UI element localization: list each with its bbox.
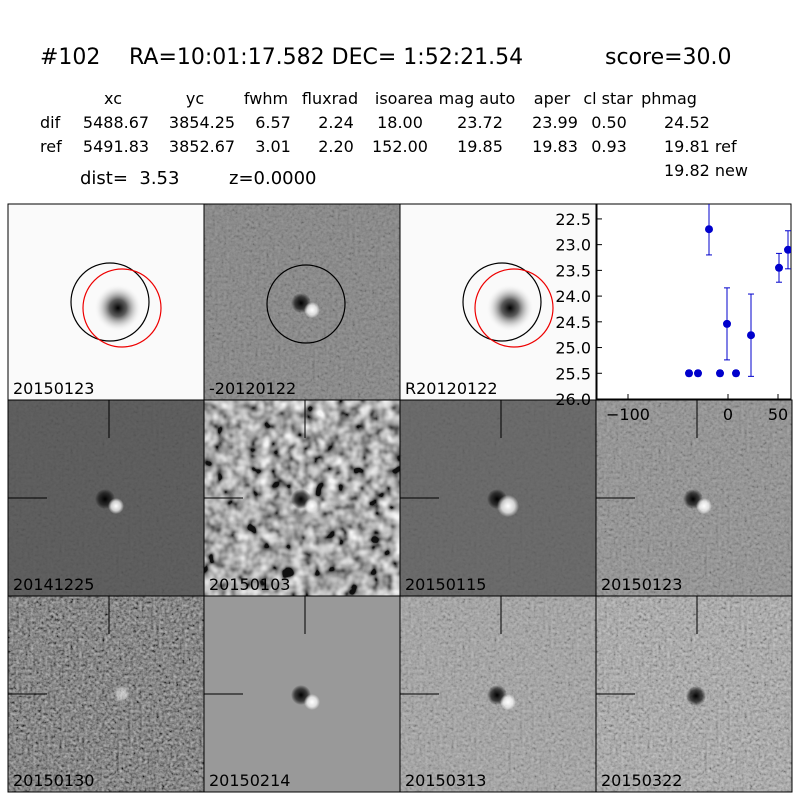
table-cell: 2.24 xyxy=(318,113,354,132)
coordinates: RA=10:01:17.582 DEC= 1:52:21.54 xyxy=(129,45,523,70)
panel-label: 20150115 xyxy=(405,575,486,594)
y-tick-label: 23.0 xyxy=(555,236,591,255)
y-tick-label: 22.5 xyxy=(555,210,591,229)
table-cell: 2.20 xyxy=(318,137,354,156)
y-tick-label: 24.5 xyxy=(555,313,591,332)
table-cell: 5491.83 xyxy=(83,137,149,156)
source-positive xyxy=(108,498,124,514)
panel-label: 20150130 xyxy=(13,771,94,790)
aperture xyxy=(474,268,554,348)
column-header: fwhm xyxy=(244,89,288,108)
image-panel: 20150322 xyxy=(595,595,793,793)
row-label: dif xyxy=(40,113,61,132)
source-positive xyxy=(696,498,712,514)
column-header: xc xyxy=(104,89,122,108)
image-panel: 20150214 xyxy=(203,595,401,793)
column-header: aper xyxy=(534,89,571,108)
column-header: cl star xyxy=(583,89,633,108)
x-tick-label: −100 xyxy=(606,405,650,424)
table-cell: 3854.25 xyxy=(169,113,235,132)
y-tick-label: 23.5 xyxy=(555,261,591,280)
panel-label: 20150103 xyxy=(209,575,290,594)
table-cell: 19.85 xyxy=(457,137,503,156)
panel-label: -20120122 xyxy=(209,379,296,398)
y-tick-label: 25.0 xyxy=(555,339,591,358)
image-panel: 20150123 xyxy=(595,399,793,597)
row-label: ref xyxy=(40,137,62,156)
table-cell: 19.83 xyxy=(532,137,578,156)
source-positive xyxy=(304,498,320,514)
image-panel: 20150123 xyxy=(7,203,205,401)
y-tick-label: 24.0 xyxy=(555,287,591,306)
aperture xyxy=(82,268,162,348)
phmag-new: 19.82 new xyxy=(664,161,748,180)
source xyxy=(114,686,130,702)
point xyxy=(775,263,783,272)
image-panel: 20150130 xyxy=(7,595,205,793)
panel-label: 20150123 xyxy=(601,575,682,594)
panel-label: 20150123 xyxy=(13,379,94,398)
source-positive xyxy=(304,694,320,710)
point xyxy=(747,331,755,340)
image-panel: 20150115 xyxy=(399,399,597,597)
point xyxy=(784,245,791,254)
source xyxy=(94,284,142,332)
table-cell: 5488.67 xyxy=(83,113,149,132)
panel-label: 20141225 xyxy=(13,575,94,594)
point xyxy=(716,369,724,378)
panel-border xyxy=(595,595,793,793)
table-cell: 3.01 xyxy=(255,137,291,156)
image-panel: -20120122 xyxy=(203,203,401,401)
panel-label: 20150313 xyxy=(405,771,486,790)
x-tick-label: 50 xyxy=(768,405,788,424)
table-cell: 152.00 xyxy=(372,137,428,156)
image-panel: R20120122 xyxy=(399,203,597,401)
panel-label: 20150322 xyxy=(601,771,682,790)
panel-label: R20120122 xyxy=(405,379,498,398)
point xyxy=(705,225,713,234)
point xyxy=(723,319,731,328)
point xyxy=(694,369,702,378)
table-cell: 23.72 xyxy=(457,113,503,132)
source xyxy=(686,686,706,706)
point xyxy=(685,369,693,378)
column-header: phmag xyxy=(641,89,697,108)
plot-area xyxy=(596,203,792,400)
aperture xyxy=(462,262,542,342)
column-header: fluxrad xyxy=(302,89,358,108)
column-header: isoarea xyxy=(375,89,433,108)
table-cell: 0.93 xyxy=(591,137,627,156)
source-positive xyxy=(497,495,519,517)
image-panel: 20150313 xyxy=(399,595,597,793)
aperture xyxy=(266,264,346,344)
aperture xyxy=(70,262,150,342)
table-cell: 23.99 xyxy=(532,113,578,132)
data-points xyxy=(685,204,791,378)
image-panel: 20141225 xyxy=(7,399,205,597)
light-curve: 22.5 23.0 23.5 24.0 24.5 25.0 25.5 26.0 −100 0 50 xyxy=(555,203,792,424)
table-cell: 19.81 ref xyxy=(664,137,737,156)
table-cell: 6.57 xyxy=(255,113,291,132)
table-cell: 3852.67 xyxy=(169,137,235,156)
source-positive xyxy=(500,694,516,710)
score: score=30.0 xyxy=(605,45,732,70)
point xyxy=(732,369,740,378)
table-cell: 0.50 xyxy=(591,113,627,132)
panel-label: 20150214 xyxy=(209,771,290,790)
panel-grid: 20150123 -20120122 R20120122 20141225 201501… xyxy=(7,203,793,793)
source xyxy=(486,284,534,332)
redshift: z=0.0000 xyxy=(229,168,317,189)
x-tick-label: 0 xyxy=(723,405,733,424)
column-header: mag auto xyxy=(439,89,516,108)
table-cell: 18.00 xyxy=(377,113,423,132)
y-tick-label: 26.0 xyxy=(555,390,591,409)
object-id: #102 xyxy=(40,45,100,70)
distance: dist= 3.53 xyxy=(80,168,179,189)
source-positive xyxy=(304,302,320,318)
table-cell: 24.52 xyxy=(664,113,710,132)
y-tick-label: 25.5 xyxy=(555,364,591,383)
column-header: yc xyxy=(186,89,204,108)
image-panel: 20150103 xyxy=(203,399,401,597)
